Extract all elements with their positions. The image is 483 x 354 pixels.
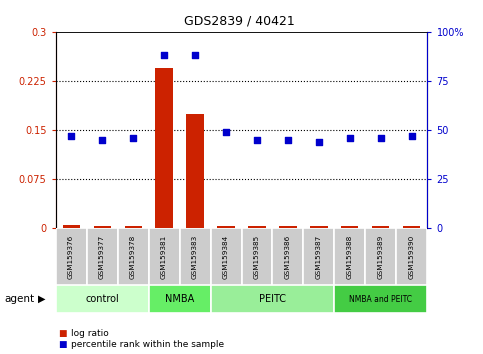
Text: agent: agent — [5, 294, 35, 304]
Text: PEITC: PEITC — [259, 294, 286, 304]
Text: GSM159376: GSM159376 — [68, 235, 74, 279]
Text: NMBA and PEITC: NMBA and PEITC — [350, 295, 412, 304]
Text: GSM159383: GSM159383 — [192, 235, 198, 279]
Bar — [311, 226, 327, 228]
Bar — [366, 228, 397, 285]
Point — [222, 129, 230, 135]
Text: ■: ■ — [58, 339, 67, 349]
Bar — [156, 68, 172, 228]
Bar — [403, 226, 421, 228]
Bar — [56, 285, 149, 313]
Point — [346, 135, 354, 141]
Bar — [334, 228, 366, 285]
Bar — [372, 226, 389, 228]
Point — [98, 137, 106, 143]
Bar — [242, 228, 272, 285]
Text: GSM159377: GSM159377 — [99, 235, 105, 279]
Bar — [125, 226, 142, 228]
Text: GDS2839 / 40421: GDS2839 / 40421 — [184, 14, 294, 27]
Bar — [186, 114, 203, 228]
Text: NMBA: NMBA — [165, 294, 194, 304]
Text: GSM159378: GSM159378 — [130, 235, 136, 279]
Text: ▶: ▶ — [38, 294, 46, 304]
Text: GSM159384: GSM159384 — [223, 235, 229, 279]
Bar — [341, 226, 358, 228]
Text: GSM159381: GSM159381 — [161, 235, 167, 279]
Bar — [149, 285, 211, 313]
Bar — [211, 285, 334, 313]
Bar — [280, 226, 297, 228]
Text: percentile rank within the sample: percentile rank within the sample — [71, 339, 225, 349]
Bar — [272, 228, 303, 285]
Text: GSM159389: GSM159389 — [378, 235, 384, 279]
Point — [191, 53, 199, 58]
Text: GSM159387: GSM159387 — [316, 235, 322, 279]
Bar — [56, 228, 86, 285]
Bar — [397, 228, 427, 285]
Point — [315, 139, 323, 145]
Text: GSM159385: GSM159385 — [254, 235, 260, 279]
Bar — [217, 226, 235, 228]
Point — [67, 133, 75, 139]
Text: ■: ■ — [58, 329, 67, 338]
Text: GSM159388: GSM159388 — [347, 235, 353, 279]
Point — [160, 53, 168, 58]
Text: control: control — [85, 294, 119, 304]
Text: GSM159386: GSM159386 — [285, 235, 291, 279]
Text: GSM159390: GSM159390 — [409, 235, 415, 279]
Bar — [149, 228, 180, 285]
Point — [129, 135, 137, 141]
Bar — [303, 228, 334, 285]
Text: log ratio: log ratio — [71, 329, 109, 338]
Point — [253, 137, 261, 143]
Bar — [117, 228, 149, 285]
Bar — [180, 228, 211, 285]
Bar — [94, 226, 111, 228]
Point — [377, 135, 385, 141]
Bar — [62, 225, 80, 228]
Point — [408, 133, 416, 139]
Bar — [86, 228, 117, 285]
Point — [284, 137, 292, 143]
Bar — [248, 226, 266, 228]
Bar — [334, 285, 427, 313]
Bar — [211, 228, 242, 285]
